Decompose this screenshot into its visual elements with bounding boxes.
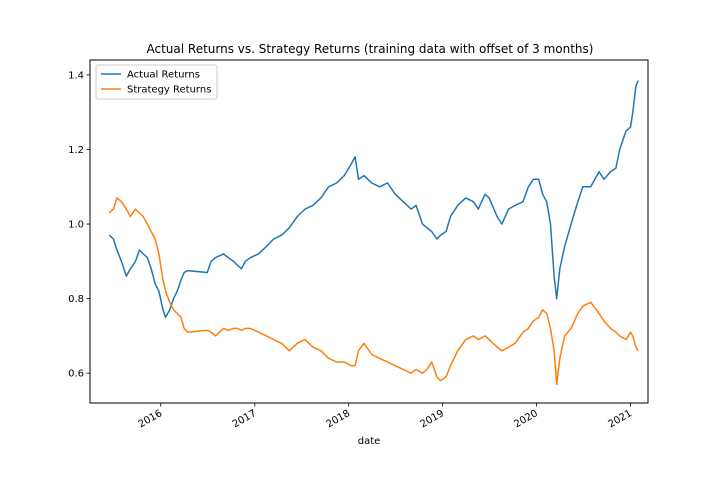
y-axis: 0.6 0.8 1.0 1.2 1.4 <box>68 70 90 380</box>
x-tick-label: 2021 <box>606 408 634 430</box>
y-tick-label: 1.2 <box>68 145 84 156</box>
x-axis: 2016 2017 2018 2019 2020 2021 <box>137 403 634 430</box>
y-tick-label: 1.0 <box>68 220 84 231</box>
y-tick-label: 0.8 <box>68 294 84 305</box>
x-tick-label: 2018 <box>325 408 353 430</box>
plot-area <box>108 80 639 386</box>
x-axis-label: date <box>358 436 381 447</box>
x-tick-label: 2017 <box>231 408 259 430</box>
series-line-actual-returns <box>108 80 639 319</box>
x-tick-label: 2020 <box>512 408 540 430</box>
y-tick-label: 0.6 <box>68 369 84 380</box>
chart-title: Actual Returns vs. Strategy Returns (tra… <box>147 42 594 56</box>
legend-label-strategy-returns: Strategy Returns <box>127 85 211 96</box>
x-tick-label: 2016 <box>137 408 165 430</box>
legend-box <box>95 64 218 100</box>
series-line-strategy-returns <box>108 197 639 386</box>
legend-label-actual-returns: Actual Returns <box>127 70 200 81</box>
y-tick-label: 1.4 <box>68 70 84 81</box>
legend: Actual Returns Strategy Returns <box>95 64 218 100</box>
plot-frame <box>89 59 649 404</box>
x-tick-label: 2019 <box>418 408 446 430</box>
